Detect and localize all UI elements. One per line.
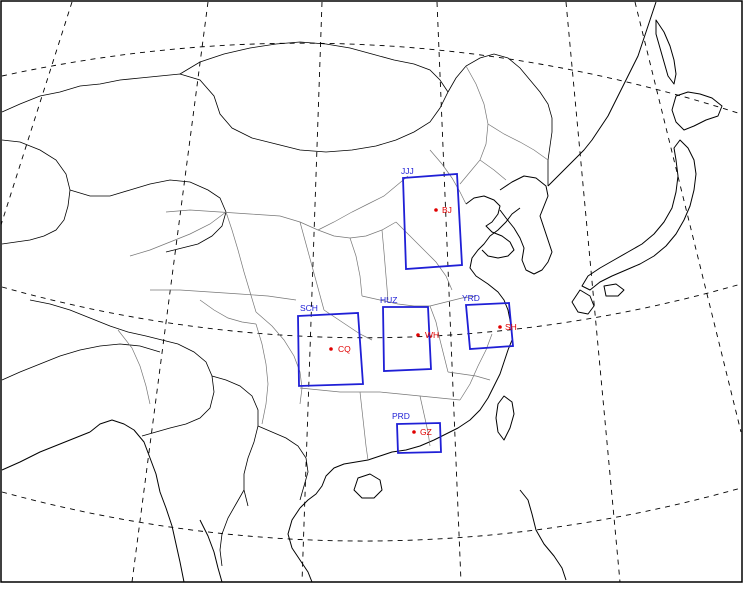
coastline-bengal-west bbox=[1, 431, 91, 471]
city-dot-cq[interactable] bbox=[329, 347, 333, 351]
province-boundary bbox=[225, 211, 257, 313]
parallel-line bbox=[1, 283, 742, 339]
province-boundary bbox=[459, 65, 489, 185]
province-boundary bbox=[429, 305, 449, 373]
province-boundary bbox=[117, 329, 151, 405]
province-boundary bbox=[447, 371, 491, 381]
coastline-sakhalin bbox=[655, 19, 677, 85]
coastline-luzon bbox=[519, 489, 567, 581]
domain-box-yrd[interactable] bbox=[465, 302, 514, 350]
province-boundary bbox=[479, 159, 507, 181]
border-laos bbox=[257, 425, 309, 501]
border-china-north bbox=[1, 53, 553, 186]
border-china-west bbox=[69, 179, 227, 253]
province-boundary bbox=[255, 311, 303, 405]
province-boundary bbox=[299, 387, 461, 401]
coastline-honshu bbox=[581, 139, 697, 291]
city-label-wh: WH bbox=[425, 330, 439, 340]
region-label-sch: SCH bbox=[300, 303, 318, 313]
meridian-line bbox=[436, 1, 462, 583]
city-label-cq: CQ bbox=[338, 344, 351, 354]
meridian-line bbox=[301, 1, 323, 583]
domain-yrd[interactable]: YRD bbox=[462, 293, 514, 350]
region-label-huz: HUZ bbox=[380, 295, 397, 305]
city-dot-bj[interactable] bbox=[434, 208, 438, 212]
meridian-line bbox=[565, 1, 621, 583]
meridian-line bbox=[634, 1, 742, 433]
domain-sch[interactable]: SCH bbox=[297, 303, 364, 387]
province-boundary bbox=[419, 395, 431, 447]
province-boundary bbox=[459, 333, 493, 401]
province-boundary bbox=[129, 211, 227, 257]
city-label-bj: BJ bbox=[442, 205, 452, 215]
coastline-myanmar bbox=[89, 419, 185, 583]
coastline-hokkaido bbox=[671, 91, 723, 131]
coastline-malay bbox=[199, 519, 223, 583]
province-boundary bbox=[165, 209, 397, 239]
province-boundary bbox=[299, 221, 325, 311]
coastline-taiwan bbox=[495, 395, 515, 441]
coastline-kyushu bbox=[571, 289, 595, 315]
province-boundary bbox=[317, 175, 409, 231]
coastline-korea bbox=[499, 175, 553, 275]
coastline-shandong bbox=[465, 195, 515, 259]
meridian-line bbox=[131, 1, 209, 583]
province-boundary bbox=[323, 309, 373, 341]
border-myanmar bbox=[211, 375, 259, 507]
national-borders bbox=[1, 41, 553, 567]
city-dot-wh[interactable] bbox=[416, 333, 420, 337]
domain-box-sch[interactable] bbox=[297, 312, 364, 387]
border-kazakh bbox=[1, 139, 71, 245]
study-domains: JJJ SCH HUZ YRD PRD bbox=[297, 166, 514, 454]
domain-box-jjj[interactable] bbox=[402, 173, 463, 270]
province-boundary bbox=[150, 289, 297, 301]
parallel-line bbox=[1, 487, 742, 542]
domain-box-huz[interactable] bbox=[382, 306, 432, 372]
domain-box-prd[interactable] bbox=[396, 422, 442, 454]
province-boundary bbox=[429, 149, 467, 205]
coastline-shikoku bbox=[603, 283, 625, 297]
domain-huz[interactable]: HUZ bbox=[380, 295, 432, 372]
province-boundary bbox=[349, 237, 363, 297]
province-boundary bbox=[487, 123, 549, 161]
province-boundary bbox=[255, 323, 269, 425]
coastline-hainan bbox=[353, 473, 383, 499]
province-boundary bbox=[199, 299, 257, 325]
region-label-prd: PRD bbox=[392, 411, 410, 421]
province-boundary bbox=[361, 295, 477, 307]
border-india bbox=[29, 299, 215, 437]
province-boundary bbox=[381, 229, 389, 301]
city-dot-gz[interactable] bbox=[412, 430, 416, 434]
province-boundary bbox=[359, 391, 369, 461]
city-label-gz: GZ bbox=[420, 427, 432, 437]
province-boundary bbox=[395, 221, 453, 291]
region-label-yrd: YRD bbox=[462, 293, 480, 303]
domain-jjj[interactable]: JJJ bbox=[401, 166, 463, 270]
border-south-asia bbox=[1, 343, 161, 381]
domain-prd[interactable]: PRD bbox=[392, 411, 442, 454]
coastline-china bbox=[299, 207, 521, 509]
parallel-line bbox=[1, 42, 742, 115]
border-mongolia-north bbox=[179, 41, 449, 93]
coastline-russia bbox=[547, 1, 657, 187]
coastline-indochina bbox=[287, 507, 313, 583]
meridian-line bbox=[0, 1, 73, 226]
coastlines bbox=[1, 1, 723, 583]
region-label-jjj: JJJ bbox=[401, 166, 414, 176]
border-thailand bbox=[219, 489, 245, 567]
cities: BJ CQ WH SH GZ bbox=[329, 205, 517, 437]
city-dot-sh[interactable] bbox=[498, 325, 502, 329]
city-label-sh: SH bbox=[505, 322, 517, 332]
province-borders bbox=[117, 65, 549, 461]
